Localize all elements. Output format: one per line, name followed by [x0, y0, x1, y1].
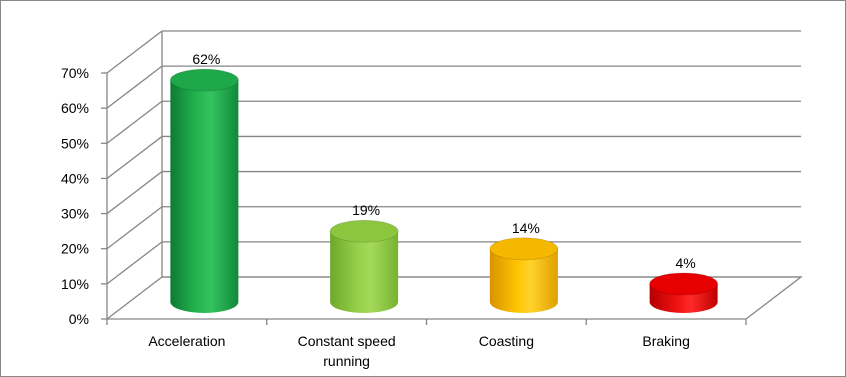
y-tick-label: 60% [61, 100, 89, 116]
y-tick-label: 20% [61, 241, 89, 257]
gridline-depth-7 [106, 30, 163, 74]
gridline-depth-3 [106, 171, 163, 215]
data-label: 4% [676, 255, 696, 271]
gridline-depth-5 [106, 100, 163, 144]
gridline-depth-2 [106, 206, 163, 250]
gridline-depth-6 [106, 65, 163, 109]
bar-acceleration [169, 68, 239, 314]
bars [169, 68, 719, 314]
bar-top [329, 219, 399, 243]
y-tick-label: 50% [61, 135, 89, 151]
y-tick-label: 0% [69, 311, 89, 327]
data-labels: 62% 19% 14% 4% [192, 51, 695, 271]
data-label: 62% [192, 51, 220, 67]
data-label: 14% [512, 220, 540, 236]
y-axis [101, 72, 747, 325]
y-tick-labels: 0% 10% 20% 30% 40% 50% 60% 70% [61, 65, 89, 327]
y-tick-label: 10% [61, 276, 89, 292]
category-label: Acceleration [148, 333, 225, 349]
gridlines [106, 30, 803, 320]
bar-coasting [489, 237, 559, 314]
bar-top [649, 272, 719, 296]
gridline-depth-0 [106, 276, 163, 320]
bar-top [169, 68, 239, 92]
bar-body [330, 231, 399, 314]
y-tick-label: 40% [61, 170, 89, 186]
gridline-depth-1 [106, 241, 163, 285]
category-label: Constant speed [298, 333, 396, 349]
bar-braking [649, 272, 719, 314]
bar-constant-speed-running [329, 219, 399, 314]
bar-top [489, 237, 559, 261]
category-label: Braking [642, 333, 689, 349]
y-tick-label: 70% [61, 65, 89, 81]
category-label: Coasting [479, 333, 534, 349]
bar-body [170, 80, 239, 314]
y-tick-label: 30% [61, 206, 89, 222]
category-labels: Acceleration Constant speed running Coastin… [148, 333, 690, 369]
gridline-depth-4 [106, 135, 163, 179]
bar-body [489, 248, 558, 314]
category-label: running [323, 353, 370, 369]
data-label: 19% [352, 202, 380, 218]
